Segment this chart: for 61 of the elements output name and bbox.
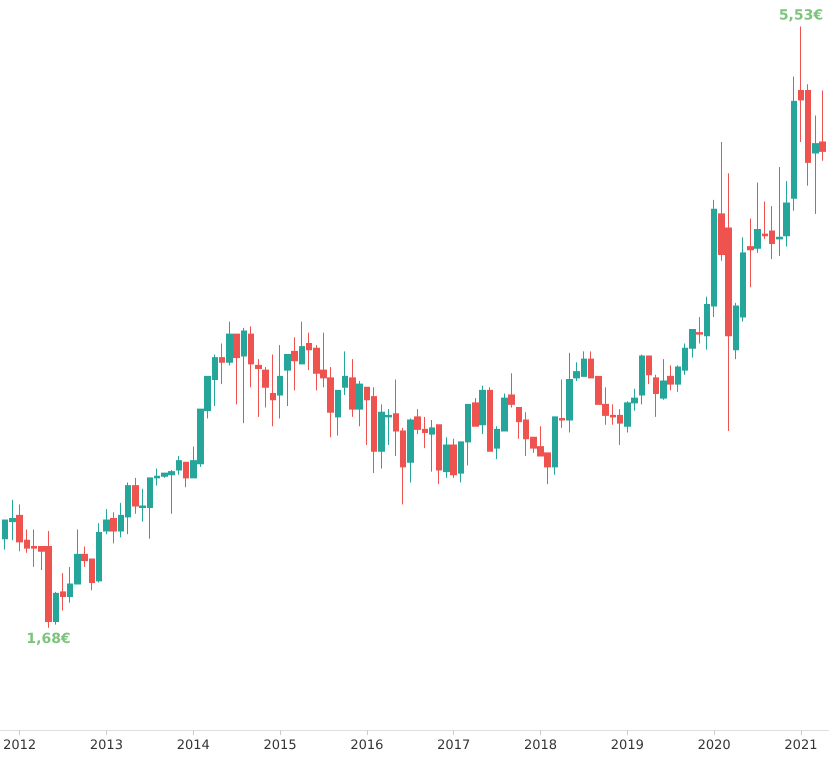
candlestick — [226, 321, 233, 366]
candlestick — [696, 316, 703, 344]
x-tick-label: 2012 — [3, 738, 36, 753]
annotation: 5,53€ — [778, 7, 824, 24]
candlestick — [219, 343, 225, 385]
candlestick — [356, 380, 363, 427]
x-tick-label: 2021 — [784, 738, 818, 753]
candlestick — [508, 372, 515, 408]
candlestick — [443, 436, 450, 478]
candlestick — [110, 512, 117, 544]
candlestick — [754, 182, 761, 254]
candlestick — [183, 462, 189, 488]
x-tick-label: 2016 — [350, 738, 384, 753]
candlestick — [349, 358, 356, 418]
x-tick-label: 2020 — [698, 738, 731, 753]
candlestick — [653, 374, 659, 418]
candlestick — [335, 390, 341, 436]
candlestick — [270, 354, 276, 427]
candlestick — [291, 336, 298, 391]
x-tick-label: 2015 — [264, 738, 297, 753]
candlestick — [429, 420, 435, 472]
candlestick — [646, 356, 652, 385]
candlestick — [660, 358, 667, 400]
candlestick — [639, 354, 645, 405]
candlestick — [747, 218, 754, 288]
candlestick — [450, 438, 457, 478]
candlestick — [472, 398, 479, 427]
annotation: 1,68€ — [26, 630, 71, 647]
x-tick-label: 2017 — [437, 738, 470, 753]
candlestick — [342, 350, 348, 396]
candlestick — [241, 327, 247, 424]
candlestick — [552, 416, 558, 476]
candlestick — [284, 354, 291, 406]
candlestick — [791, 76, 797, 212]
candlestick — [436, 424, 442, 485]
x-tick-label: 2018 — [524, 738, 558, 753]
candlestick — [783, 180, 790, 248]
candlestick — [812, 114, 819, 214]
candlestick — [233, 334, 240, 405]
candlestick — [277, 344, 283, 419]
candlestick — [299, 321, 305, 364]
candlestick — [176, 455, 182, 476]
x-tick-label: 2014 — [176, 738, 210, 753]
candlestick — [479, 385, 486, 435]
candlestick — [248, 326, 254, 388]
candlestick — [407, 418, 414, 484]
x-tick-label: 2013 — [90, 738, 123, 753]
candlestick — [53, 591, 59, 626]
candlestick — [132, 477, 139, 514]
candlestick — [60, 572, 66, 612]
candlestick — [559, 378, 565, 428]
candlestick — [776, 166, 783, 257]
x-tick-label: 2019 — [610, 738, 644, 753]
candlestick — [819, 90, 826, 162]
candlestick — [96, 522, 102, 583]
candlestick — [667, 364, 674, 391]
candlestick — [487, 386, 493, 452]
candlestick — [255, 358, 262, 418]
candlestick — [566, 352, 573, 434]
candlestick — [262, 366, 269, 408]
candlestick — [103, 508, 110, 535]
